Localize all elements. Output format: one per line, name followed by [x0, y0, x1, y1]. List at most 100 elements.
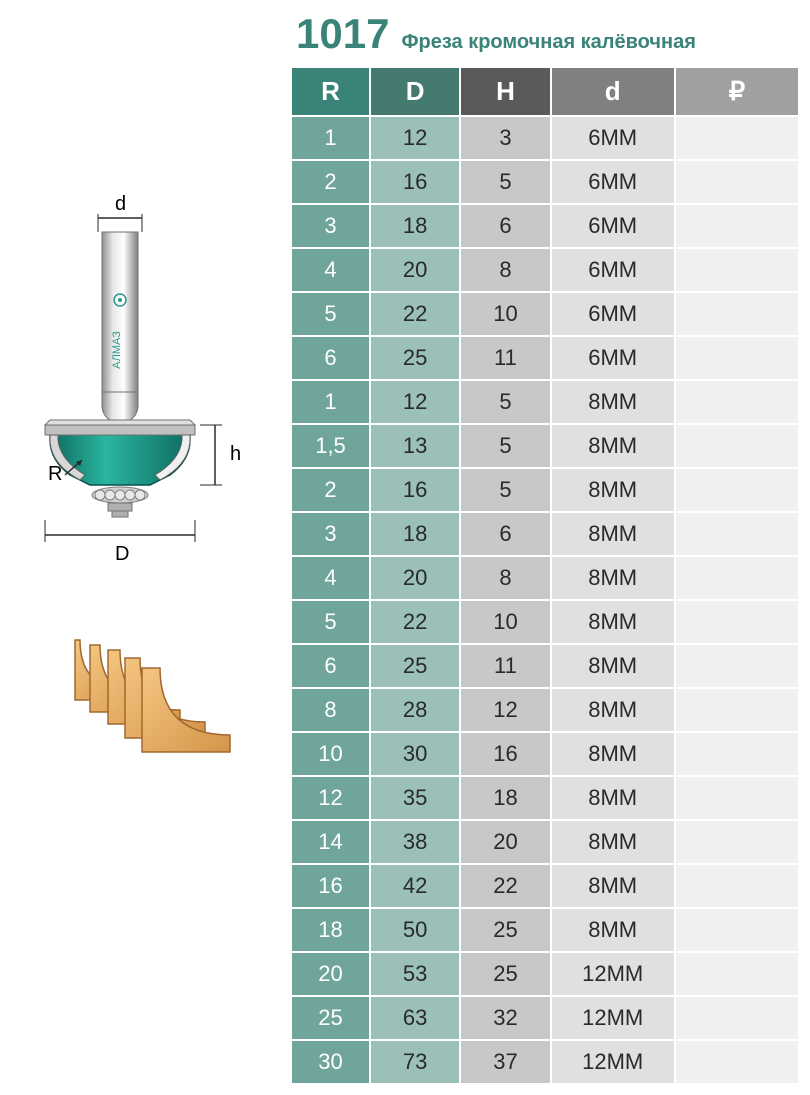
cell-h: 5 — [460, 160, 550, 204]
cell-h: 37 — [460, 1040, 550, 1084]
header-r: R — [291, 67, 370, 116]
cell-d-lower: 8ММ — [551, 688, 675, 732]
cell-d-upper: 38 — [370, 820, 460, 864]
wood-profile-diagram — [70, 630, 290, 775]
table-row: 42086ММ — [291, 248, 799, 292]
cell-d-upper: 18 — [370, 204, 460, 248]
cell-h: 10 — [460, 292, 550, 336]
cell-h: 11 — [460, 336, 550, 380]
cell-h: 5 — [460, 380, 550, 424]
cell-d-lower: 8ММ — [551, 864, 675, 908]
cell-d-upper: 25 — [370, 336, 460, 380]
cell-d-upper: 30 — [370, 732, 460, 776]
cell-price — [675, 864, 799, 908]
cell-r: 1 — [291, 116, 370, 160]
cell-price — [675, 556, 799, 600]
radius-label: R — [48, 463, 62, 485]
table-row: 625118ММ — [291, 644, 799, 688]
cell-price — [675, 380, 799, 424]
cell-price — [675, 512, 799, 556]
table-row: 11236ММ — [291, 116, 799, 160]
product-number: 1017 — [296, 10, 389, 58]
cell-h: 10 — [460, 600, 550, 644]
cell-d-lower: 6ММ — [551, 336, 675, 380]
cell-h: 5 — [460, 424, 550, 468]
cell-h: 6 — [460, 512, 550, 556]
cell-r: 3 — [291, 204, 370, 248]
cell-d-upper: 12 — [370, 116, 460, 160]
cell-r: 1,5 — [291, 424, 370, 468]
cell-price — [675, 644, 799, 688]
cell-r: 2 — [291, 160, 370, 204]
cell-price — [675, 600, 799, 644]
brand-label: АЛМАЗ — [111, 331, 123, 369]
cell-r: 20 — [291, 952, 370, 996]
cell-r: 18 — [291, 908, 370, 952]
diameter-label: D — [115, 543, 129, 565]
product-name: Фреза кромочная калёвочная — [401, 31, 695, 54]
cell-r: 4 — [291, 248, 370, 292]
cell-d-upper: 25 — [370, 644, 460, 688]
cell-h: 8 — [460, 556, 550, 600]
table-row: 31866ММ — [291, 204, 799, 248]
cell-r: 5 — [291, 600, 370, 644]
cell-price — [675, 468, 799, 512]
table-row: 625116ММ — [291, 336, 799, 380]
table-row: 522108ММ — [291, 600, 799, 644]
header-d-lower: d — [551, 67, 675, 116]
cell-h: 12 — [460, 688, 550, 732]
cell-h: 16 — [460, 732, 550, 776]
cell-d-lower: 6ММ — [551, 204, 675, 248]
table-row: 20532512ММ — [291, 952, 799, 996]
cell-h: 20 — [460, 820, 550, 864]
cell-d-lower: 6ММ — [551, 248, 675, 292]
table-row: 1030168ММ — [291, 732, 799, 776]
cell-r: 16 — [291, 864, 370, 908]
cell-price — [675, 116, 799, 160]
cell-price — [675, 292, 799, 336]
height-label: h — [230, 443, 241, 465]
cell-d-lower: 8ММ — [551, 600, 675, 644]
cell-d-upper: 63 — [370, 996, 460, 1040]
table-row: 11258ММ — [291, 380, 799, 424]
cell-r: 5 — [291, 292, 370, 336]
cell-r: 10 — [291, 732, 370, 776]
cell-r: 1 — [291, 380, 370, 424]
cell-d-upper: 20 — [370, 556, 460, 600]
cell-d-lower: 6ММ — [551, 292, 675, 336]
cell-d-upper: 22 — [370, 292, 460, 336]
cell-price — [675, 424, 799, 468]
table-header-row: R D H d ₽ — [291, 67, 799, 116]
table-row: 21656ММ — [291, 160, 799, 204]
table-row: 25633212ММ — [291, 996, 799, 1040]
cell-price — [675, 908, 799, 952]
header-price: ₽ — [675, 67, 799, 116]
cell-d-lower: 8ММ — [551, 732, 675, 776]
cell-d-upper: 50 — [370, 908, 460, 952]
cell-price — [675, 820, 799, 864]
cell-d-lower: 8ММ — [551, 380, 675, 424]
cell-price — [675, 776, 799, 820]
table-row: 1850258ММ — [291, 908, 799, 952]
cell-d-lower: 12ММ — [551, 996, 675, 1040]
cell-d-upper: 73 — [370, 1040, 460, 1084]
table-row: 522106ММ — [291, 292, 799, 336]
cell-d-upper: 12 — [370, 380, 460, 424]
cell-d-lower: 8ММ — [551, 820, 675, 864]
cell-d-upper: 42 — [370, 864, 460, 908]
cell-h: 25 — [460, 952, 550, 996]
cell-d-lower: 8ММ — [551, 776, 675, 820]
cell-r: 6 — [291, 336, 370, 380]
cell-d-upper: 16 — [370, 468, 460, 512]
cell-price — [675, 732, 799, 776]
cell-d-lower: 6ММ — [551, 160, 675, 204]
table-row: 31868ММ — [291, 512, 799, 556]
cell-r: 3 — [291, 512, 370, 556]
cell-d-lower: 8ММ — [551, 512, 675, 556]
cell-price — [675, 996, 799, 1040]
table-row: 42088ММ — [291, 556, 799, 600]
cell-r: 6 — [291, 644, 370, 688]
cell-d-upper: 18 — [370, 512, 460, 556]
cell-d-upper: 16 — [370, 160, 460, 204]
cell-r: 4 — [291, 556, 370, 600]
